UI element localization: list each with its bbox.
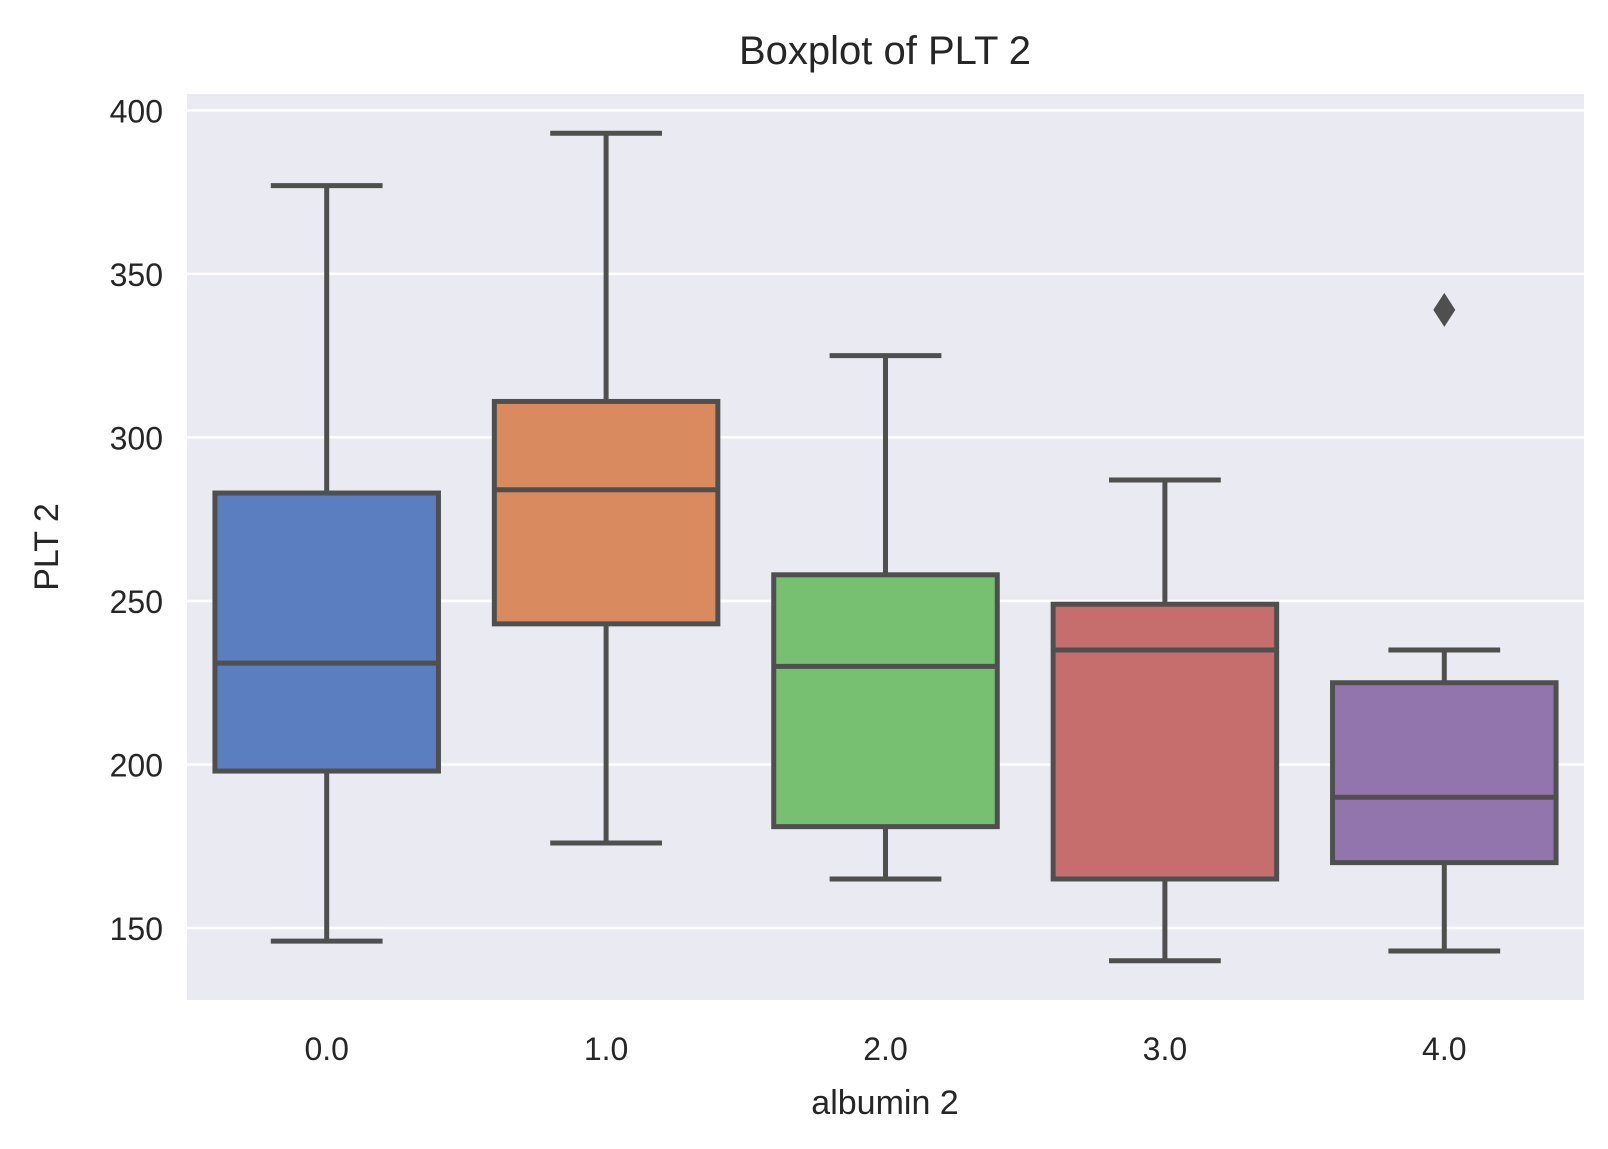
y-tick-label-250: 250 bbox=[110, 584, 163, 620]
box-iqr bbox=[212, 490, 441, 774]
x-tick-label-1.0: 1.0 bbox=[584, 1031, 628, 1067]
box-iqr bbox=[771, 572, 1000, 830]
box-iqr bbox=[1050, 601, 1280, 882]
x-axis-label: albumin 2 bbox=[811, 1084, 958, 1122]
x-tick-labels: 0.0 1.0 2.0 3.0 4.0 bbox=[304, 1031, 1466, 1067]
box-3.0 bbox=[1050, 477, 1280, 964]
box-2.0 bbox=[771, 353, 1000, 882]
box-1.0 bbox=[491, 130, 721, 846]
box-iqr bbox=[1330, 680, 1559, 866]
box-0.0 bbox=[212, 183, 441, 944]
x-tick-label-4.0: 4.0 bbox=[1422, 1031, 1466, 1067]
y-tick-label-150: 150 bbox=[110, 911, 163, 947]
y-tick-label-300: 300 bbox=[110, 420, 163, 456]
boxes-group bbox=[212, 130, 1559, 964]
box-iqr bbox=[491, 398, 721, 627]
x-tick-label-3.0: 3.0 bbox=[1143, 1031, 1187, 1067]
box-4.0 bbox=[1330, 292, 1559, 954]
x-tick-label-0.0: 0.0 bbox=[304, 1031, 348, 1067]
y-tick-labels: 150 200 250 300 350 400 bbox=[110, 93, 163, 947]
chart-title: Boxplot of PLT 2 bbox=[739, 29, 1031, 73]
y-axis-label: PLT 2 bbox=[28, 503, 66, 591]
y-tick-label-350: 350 bbox=[110, 257, 163, 293]
outlier-point bbox=[1433, 292, 1456, 327]
x-tick-label-2.0: 2.0 bbox=[863, 1031, 907, 1067]
y-tick-label-400: 400 bbox=[110, 93, 163, 129]
y-tick-label-200: 200 bbox=[110, 748, 163, 784]
